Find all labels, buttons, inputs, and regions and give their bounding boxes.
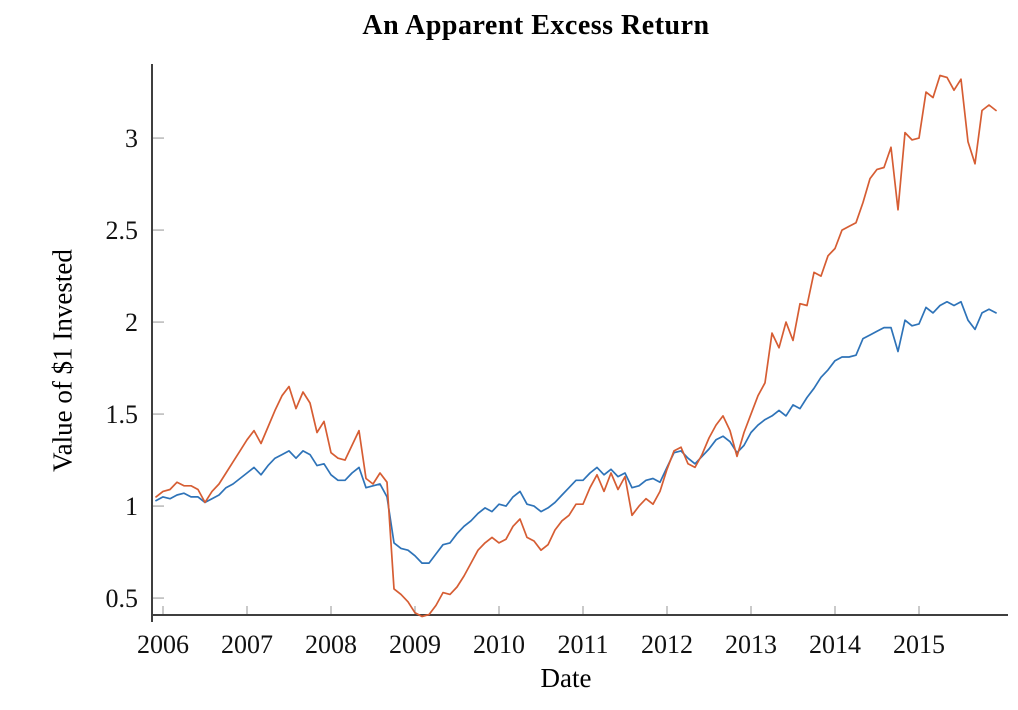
y-tick-label: 3 <box>125 124 138 153</box>
y-tick-label: 2 <box>125 308 138 337</box>
x-tick-label: 2008 <box>305 630 357 659</box>
y-tick-label: 1 <box>125 492 138 521</box>
chart-title: An Apparent Excess Return <box>362 10 710 41</box>
y-tick-label: 1.5 <box>106 400 139 429</box>
x-tick-label: 2007 <box>221 630 273 659</box>
x-tick-label: 2010 <box>473 630 525 659</box>
series-orange-line <box>155 74 997 618</box>
x-tick-label: 2006 <box>137 630 189 659</box>
x-tick-label: 2011 <box>557 630 608 659</box>
y-tick-label: 0.5 <box>106 584 139 613</box>
x-axis-title: Date <box>540 663 592 693</box>
x-tick-label: 2009 <box>389 630 441 659</box>
y-tick-label: 2.5 <box>106 216 139 245</box>
x-tick-label: 2013 <box>725 630 777 659</box>
x-tick-label: 2012 <box>641 630 693 659</box>
x-tick-label: 2014 <box>809 630 861 659</box>
x-tick-label: 2015 <box>893 630 945 659</box>
series-blue-line <box>155 300 997 564</box>
